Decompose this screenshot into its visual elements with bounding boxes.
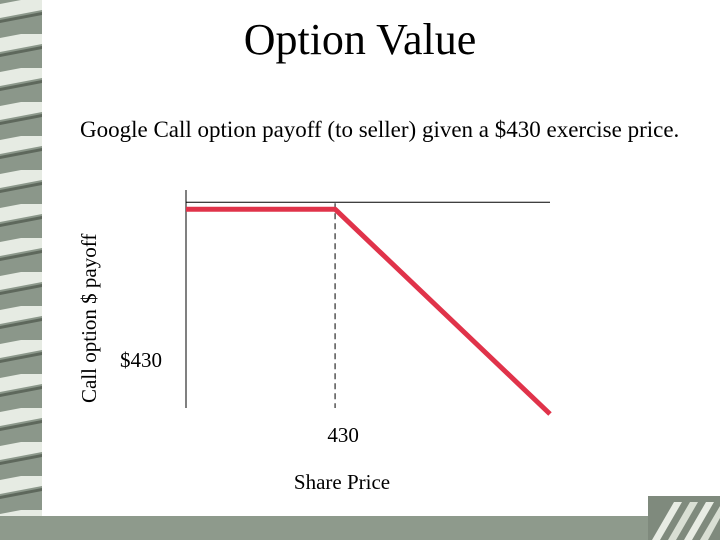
title-bar xyxy=(42,0,720,78)
slide-number: 20-11 xyxy=(684,10,712,22)
corner-stripes-graphic xyxy=(648,496,720,540)
corner-pattern xyxy=(648,496,720,540)
left-decorative-strip xyxy=(0,0,42,540)
y-axis-label: Call option $ payoff xyxy=(77,233,101,403)
chart-subtitle: Google Call option payoff (to seller) gi… xyxy=(80,117,680,142)
striped-pattern xyxy=(0,0,42,540)
bottom-decorative-strip xyxy=(0,516,720,540)
slide-title: Option Value xyxy=(243,15,477,64)
